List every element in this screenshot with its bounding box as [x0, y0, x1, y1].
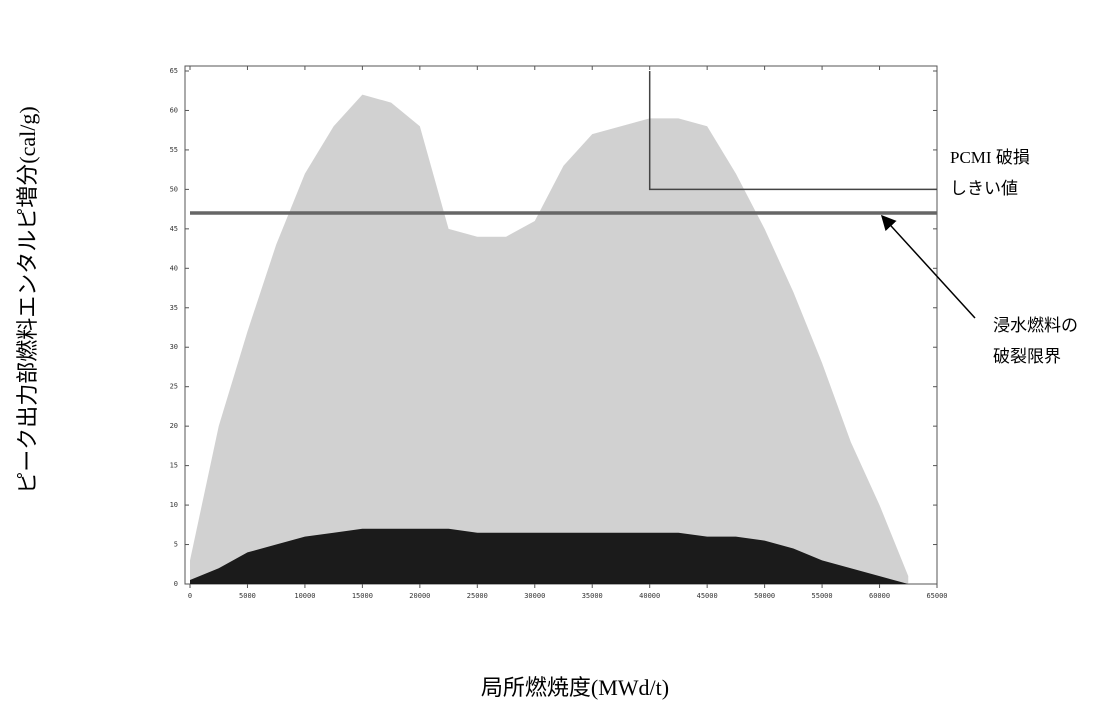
pcmi-threshold-line [648, 71, 937, 191]
y-axis-label: ピーク出力部燃料エンタルピ増分(cal/g) [15, 106, 40, 493]
y-tick-label: 45 [170, 225, 178, 233]
y-tick-label: 5 [174, 541, 178, 549]
y-tick-label: 50 [170, 185, 178, 193]
x-axis-label: 局所燃焼度(MWd/t) [481, 675, 669, 700]
x-tick-label: 15000 [352, 592, 373, 600]
x-tick-label: 60000 [869, 592, 890, 600]
y-tick-label: 65 [170, 67, 178, 75]
x-tick-label: 55000 [812, 592, 833, 600]
y-tick-label: 25 [170, 383, 178, 391]
x-tick-label: 65000 [926, 592, 947, 600]
y-tick-label: 55 [170, 146, 178, 154]
x-tick-label: 20000 [409, 592, 430, 600]
x-tick-label: 50000 [754, 592, 775, 600]
annotation: 浸水燃料の [993, 316, 1078, 335]
y-tick-label: 10 [170, 501, 178, 509]
y-tick-label: 0 [174, 580, 178, 588]
annotation-arrow [880, 214, 976, 319]
annotation: PCMI 破損 [950, 148, 1030, 167]
x-tick-label: 40000 [639, 592, 660, 600]
x-tick-label: 35000 [582, 592, 603, 600]
x-tick-label: 5000 [239, 592, 256, 600]
x-tick-label: 25000 [467, 592, 488, 600]
x-tick-label: 10000 [294, 592, 315, 600]
point-cloud-area [190, 94, 909, 584]
y-tick-label: 15 [170, 462, 178, 470]
x-tick-label: 45000 [697, 592, 718, 600]
y-tick-label: 30 [170, 343, 178, 351]
x-tick-label: 30000 [524, 592, 545, 600]
x-tick-label: 0 [188, 592, 192, 600]
y-tick-label: 60 [170, 106, 178, 114]
annotation: しきい値 [950, 179, 1018, 198]
point-cloud-area [190, 528, 909, 584]
y-tick-label: 20 [170, 422, 178, 430]
y-tick-label: 35 [170, 304, 178, 312]
annotation: 破裂限界 [993, 347, 1061, 366]
y-tick-label: 40 [170, 264, 178, 272]
